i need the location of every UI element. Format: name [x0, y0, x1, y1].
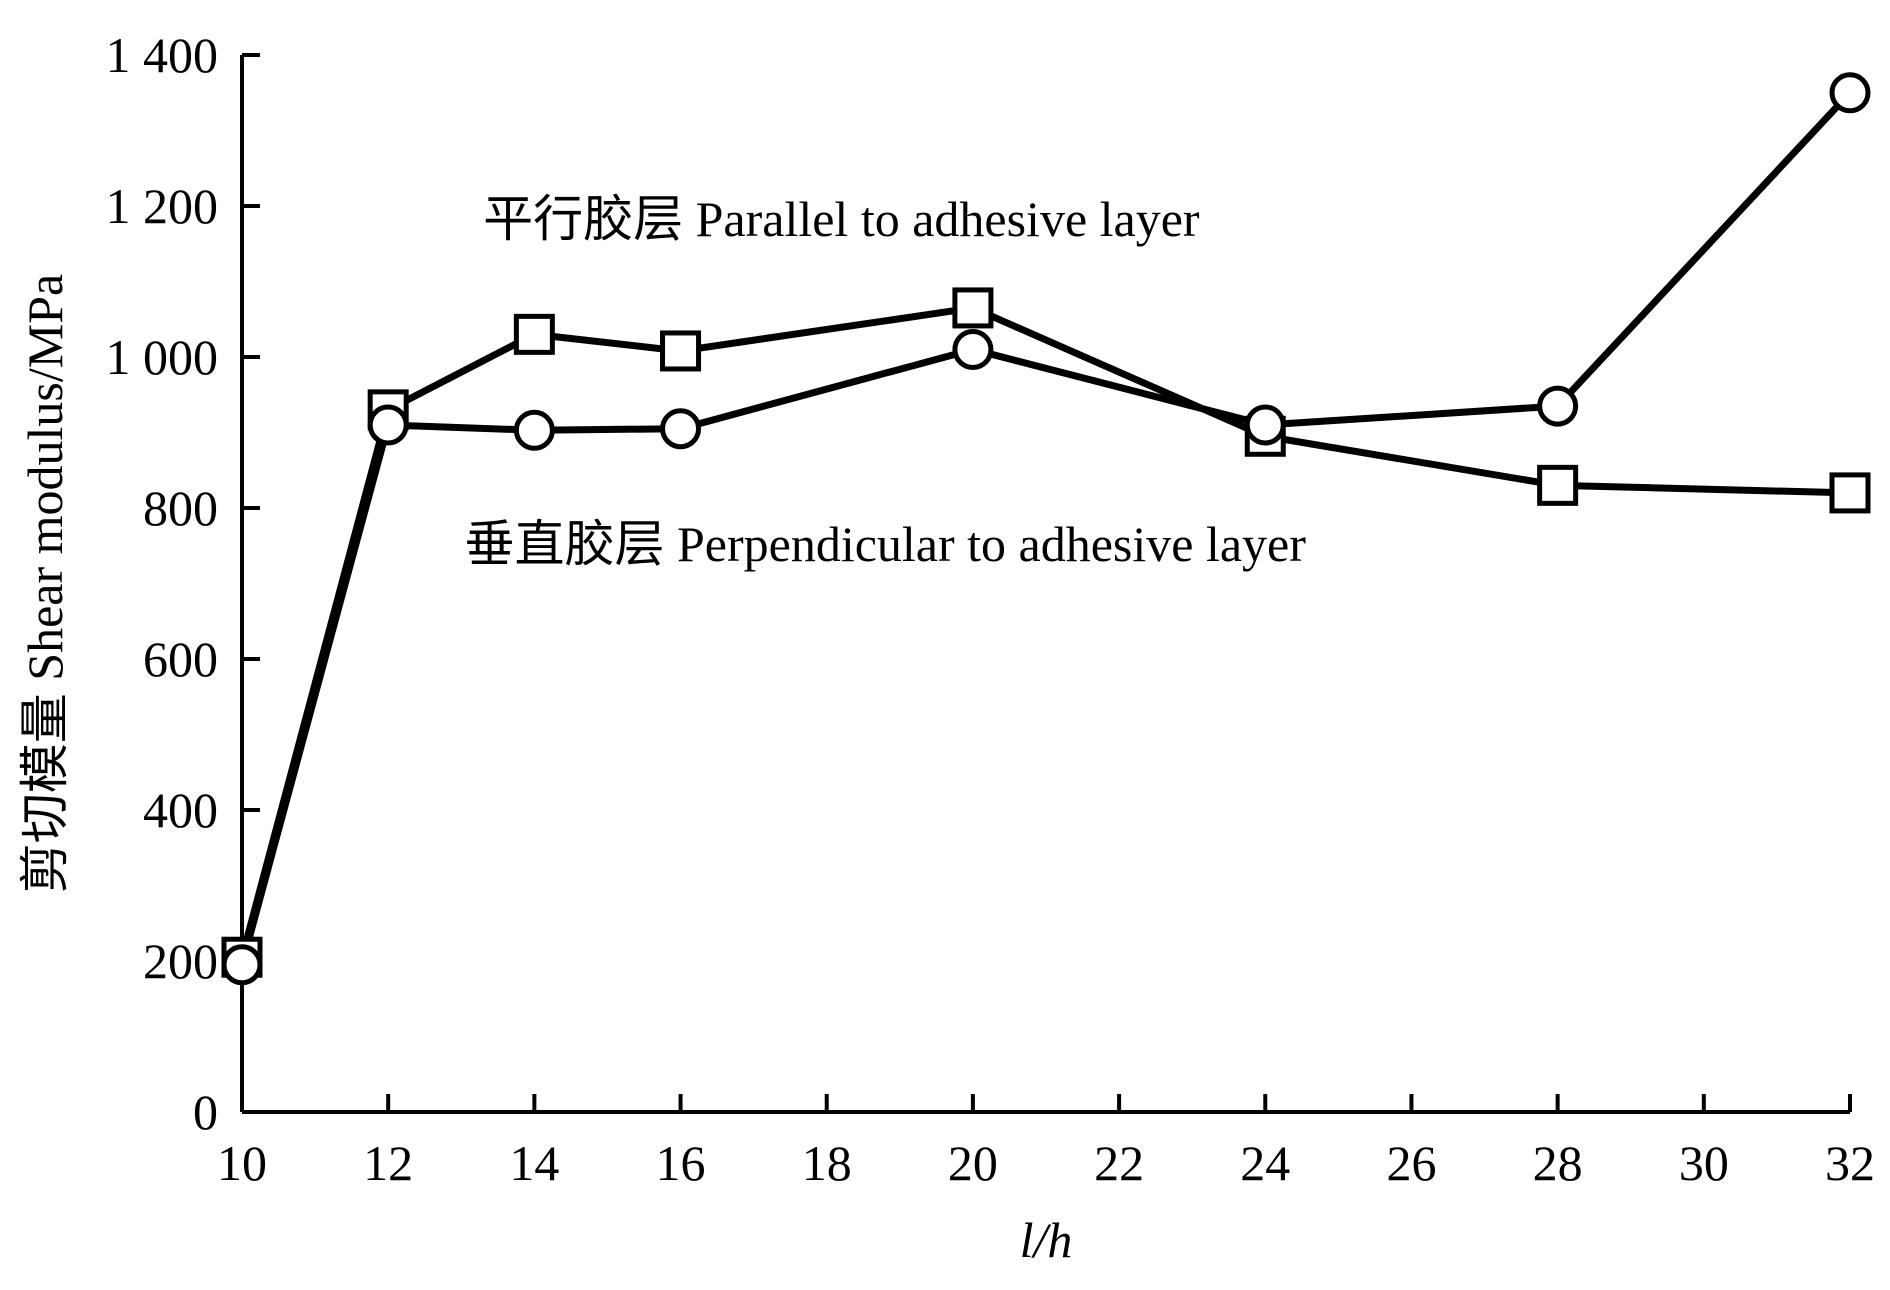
x-tick-label: 12 — [363, 1135, 413, 1191]
x-tick-label: 22 — [1094, 1135, 1144, 1191]
square-marker — [952, 287, 994, 329]
series-line-circle — [238, 89, 1854, 969]
circle-marker — [367, 404, 409, 446]
x-tick-label: 20 — [948, 1135, 998, 1191]
square-marker — [1537, 464, 1579, 506]
circle-marker — [1829, 72, 1871, 114]
circle-marker — [660, 408, 702, 450]
circle-marker — [952, 328, 994, 370]
x-axis-title: l/h — [1020, 1212, 1073, 1268]
y-tick-label: 400 — [143, 782, 218, 838]
circle-marker — [513, 409, 555, 451]
x-tick-label: 18 — [802, 1135, 852, 1191]
x-tick-label: 10 — [217, 1135, 267, 1191]
annotation-layer: 平行胶层 Parallel to adhesive layer 垂直胶层 Perp… — [464, 191, 1306, 572]
square-marker — [513, 313, 555, 355]
x-tick-label: 14 — [509, 1135, 559, 1191]
circle-marker — [1537, 385, 1579, 427]
x-ticks: 10 12 14 16 18 20 22 24 26 28 30 32 — [217, 1094, 1875, 1191]
x-tick-label: 30 — [1679, 1135, 1729, 1191]
x-tick-label: 24 — [1240, 1135, 1290, 1191]
x-tick-label: 28 — [1533, 1135, 1583, 1191]
series-layer — [221, 72, 1871, 986]
series-annotation: 垂直胶层 Perpendicular to adhesive layer — [464, 516, 1306, 572]
y-tick-label: 1 000 — [106, 329, 219, 385]
square-marker — [660, 330, 702, 372]
y-axis-title: 剪切模量 Shear modulus/MPa — [17, 274, 73, 893]
y-ticks: 0 200 400 600 800 1 000 1 200 1 400 — [106, 27, 260, 1140]
x-tick-label: 32 — [1825, 1135, 1875, 1191]
y-tick-label: 600 — [143, 631, 218, 687]
square-marker — [1829, 472, 1871, 514]
y-tick-label: 800 — [143, 480, 218, 536]
circle-marker — [1244, 404, 1286, 446]
x-tick-label: 26 — [1386, 1135, 1436, 1191]
y-tick-label: 1 200 — [106, 178, 219, 234]
series-annotation: 平行胶层 Parallel to adhesive layer — [483, 191, 1200, 247]
y-tick-label: 200 — [143, 933, 218, 989]
series-line-square — [238, 304, 1854, 961]
y-tick-label: 0 — [193, 1084, 218, 1140]
circle-marker — [221, 944, 263, 986]
x-tick-label: 16 — [656, 1135, 706, 1191]
axes — [240, 55, 1850, 1114]
y-tick-label: 1 400 — [106, 27, 219, 83]
